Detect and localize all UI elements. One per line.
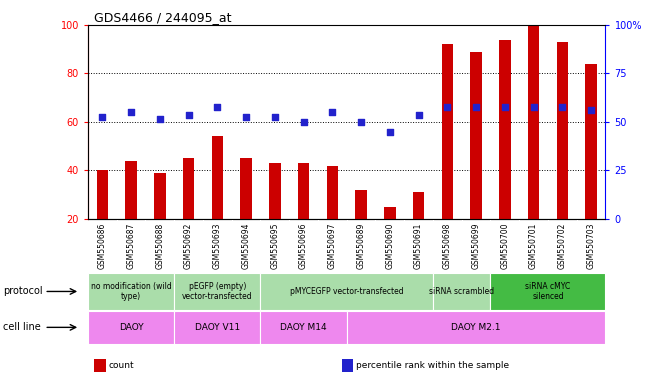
Bar: [298, 163, 309, 219]
Point: [557, 104, 568, 111]
Text: DAOY V11: DAOY V11: [195, 323, 240, 332]
Point: [356, 119, 367, 125]
Bar: [260, 311, 346, 344]
Text: pMYCEGFP vector-transfected: pMYCEGFP vector-transfected: [290, 287, 404, 296]
Text: GSM550703: GSM550703: [587, 223, 596, 269]
Point: [126, 109, 136, 115]
Bar: [490, 273, 605, 310]
Bar: [174, 311, 260, 344]
Text: pEGFP (empty)
vector-transfected: pEGFP (empty) vector-transfected: [182, 282, 253, 301]
Bar: [413, 192, 424, 219]
Text: GSM550701: GSM550701: [529, 223, 538, 269]
Text: GSM550696: GSM550696: [299, 223, 308, 269]
Point: [471, 104, 481, 111]
Bar: [327, 166, 338, 219]
Text: GSM550695: GSM550695: [270, 223, 279, 269]
Text: GSM550691: GSM550691: [414, 223, 423, 269]
Text: siRNA scrambled: siRNA scrambled: [429, 287, 494, 296]
Bar: [154, 173, 165, 219]
Point: [212, 104, 223, 111]
Bar: [441, 44, 453, 219]
Text: GSM550688: GSM550688: [156, 223, 164, 269]
Point: [385, 129, 395, 135]
Text: GSM550686: GSM550686: [98, 223, 107, 269]
Text: GSM550694: GSM550694: [242, 223, 251, 269]
Text: GSM550702: GSM550702: [558, 223, 567, 269]
Text: DAOY M2.1: DAOY M2.1: [451, 323, 501, 332]
Bar: [125, 161, 137, 219]
Text: DAOY M14: DAOY M14: [280, 323, 327, 332]
Point: [97, 114, 107, 120]
Bar: [355, 190, 367, 219]
Text: GSM550692: GSM550692: [184, 223, 193, 269]
Point: [586, 107, 596, 113]
Text: no modification (wild
type): no modification (wild type): [90, 282, 171, 301]
Bar: [260, 273, 433, 310]
Bar: [240, 158, 252, 219]
Bar: [528, 25, 539, 219]
Text: GSM550700: GSM550700: [501, 223, 509, 269]
Text: GSM550687: GSM550687: [126, 223, 135, 269]
Text: count: count: [109, 361, 134, 370]
Point: [442, 104, 452, 111]
Point: [241, 114, 251, 120]
Text: GSM550698: GSM550698: [443, 223, 452, 269]
Text: GSM550699: GSM550699: [471, 223, 480, 269]
Bar: [88, 273, 174, 310]
Text: cell line: cell line: [3, 322, 41, 333]
Text: GSM550693: GSM550693: [213, 223, 222, 269]
Text: GSM550697: GSM550697: [328, 223, 337, 269]
Bar: [470, 51, 482, 219]
Text: GSM550690: GSM550690: [385, 223, 395, 269]
Point: [270, 114, 280, 120]
Bar: [557, 42, 568, 219]
Text: protocol: protocol: [3, 286, 43, 296]
Bar: [433, 273, 490, 310]
Text: DAOY: DAOY: [118, 323, 143, 332]
Bar: [499, 40, 510, 219]
Bar: [183, 158, 194, 219]
Bar: [585, 64, 597, 219]
Text: siRNA cMYC
silenced: siRNA cMYC silenced: [525, 282, 570, 301]
Point: [184, 112, 194, 118]
Text: percentile rank within the sample: percentile rank within the sample: [356, 361, 509, 370]
Point: [327, 109, 337, 115]
Bar: [96, 170, 108, 219]
Text: GDS4466 / 244095_at: GDS4466 / 244095_at: [94, 12, 232, 25]
Bar: [88, 311, 174, 344]
Text: GSM550689: GSM550689: [357, 223, 365, 269]
Point: [529, 104, 539, 111]
Point: [413, 112, 424, 118]
Bar: [269, 163, 281, 219]
Point: [499, 104, 510, 111]
Bar: [174, 273, 260, 310]
Bar: [384, 207, 396, 219]
Bar: [212, 136, 223, 219]
Bar: [346, 311, 605, 344]
Point: [298, 119, 309, 125]
Point: [154, 116, 165, 122]
